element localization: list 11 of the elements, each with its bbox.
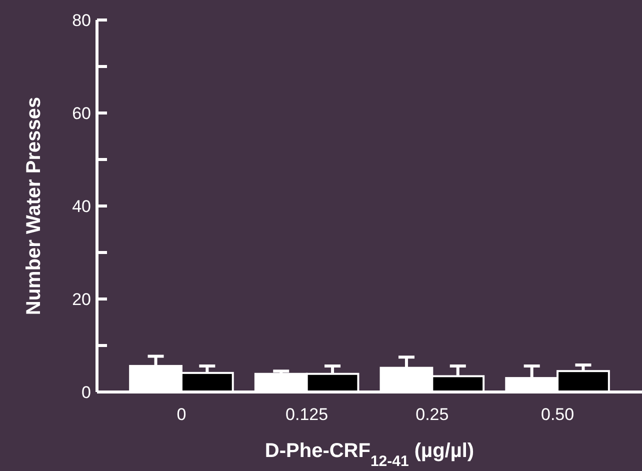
- y-tick-label: 60: [72, 104, 91, 123]
- x-tick-label: 0.25: [416, 405, 449, 424]
- y-tick-label: 80: [72, 10, 91, 30]
- x-tick-label: 0.125: [286, 405, 328, 424]
- x-tick-label: 0: [176, 405, 186, 424]
- y-axis-title: Number Water Presses: [23, 96, 45, 316]
- y-tick-label: 0: [82, 382, 91, 402]
- x-axis-title: D-Phe-CRF$_{12-41}$ (µg/µl): [264, 440, 474, 470]
- y-tick-label: 20: [72, 290, 91, 309]
- x-tick-label: 0.50: [540, 405, 574, 424]
- y-tick-label: 40: [72, 196, 91, 216]
